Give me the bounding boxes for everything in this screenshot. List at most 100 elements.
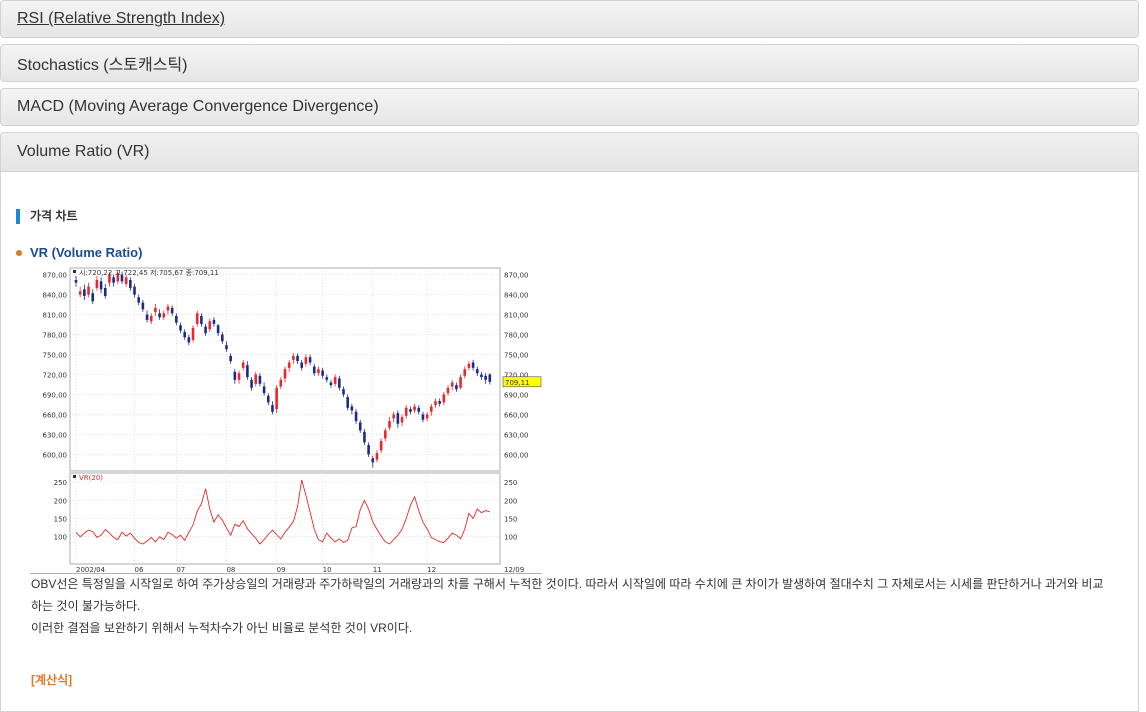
price-plot-frame [69, 267, 501, 472]
x-tick-label: 2002/04 [76, 566, 106, 574]
x-tick-label: 09 [277, 566, 286, 574]
candle-body [296, 355, 299, 362]
candle-body [488, 374, 492, 382]
price-y-tick-left: 690,00 [43, 391, 68, 399]
candle-body [254, 374, 258, 384]
candle-body [379, 441, 383, 451]
candle-body [384, 430, 387, 439]
price-y-tick-left: 870,00 [43, 272, 68, 280]
candle-body [112, 277, 115, 283]
candle-body [475, 369, 479, 374]
accordion-header-rsi[interactable]: RSI (Relative Strength Index) [0, 0, 1139, 38]
candle-body [229, 355, 232, 362]
candle-body [371, 458, 375, 463]
price-y-tick-right: 840,00 [504, 292, 529, 300]
candle-body [308, 357, 312, 363]
candle-body [179, 325, 182, 331]
chart-background [30, 266, 542, 574]
candle-body [258, 375, 262, 384]
candle-body [287, 362, 291, 368]
vr-y-tick-right: 100 [504, 534, 517, 542]
x-tick-label: 07 [176, 566, 185, 574]
candle-body [467, 363, 471, 368]
calc-label: [계산식] [31, 673, 73, 687]
candle-body [350, 406, 354, 411]
vr-price-chart: 870,00 870,00 840,00 840,00 810,00 810,00 780,… [30, 266, 542, 574]
candle-body [438, 401, 441, 404]
vr-y-tick-left: 250 [54, 479, 67, 487]
candle-body [396, 413, 400, 424]
candle-body [463, 369, 467, 376]
vr-y-tick-left: 200 [54, 497, 67, 505]
candle-body [434, 401, 437, 406]
candle-body [450, 382, 454, 387]
candle-body [120, 274, 124, 282]
description-line-2: 하는 것이 불가능하다. [31, 599, 141, 613]
candle-body [95, 279, 99, 288]
candle-body [283, 369, 287, 379]
price-y-tick-left: 780,00 [43, 332, 68, 340]
candle-body [404, 407, 408, 416]
candle-body [413, 406, 416, 411]
candle-body [204, 326, 207, 334]
candle-body [212, 319, 216, 324]
candle-body [275, 387, 278, 410]
candle-body [425, 414, 429, 419]
accordion-header-stochastics[interactable]: Stochastics (스토캐스틱) [0, 44, 1139, 82]
candle-body [183, 331, 186, 338]
section-title: 가격 차트 [16, 209, 78, 224]
accordion-label: Stochastics (스토캐스틱) [17, 57, 188, 74]
candle-body [145, 314, 149, 320]
candle-body [321, 370, 324, 376]
accordion-header-macd[interactable]: MACD (Moving Average Convergence Diverge… [0, 88, 1139, 126]
price-y-tick-right: 720,00 [504, 371, 529, 379]
accordion-header-vr[interactable]: Volume Ratio (VR) [0, 132, 1139, 172]
candle-body [250, 379, 253, 388]
price-y-tick-right: 750,00 [504, 352, 529, 360]
candle-body [471, 362, 475, 368]
candle-body [333, 377, 337, 384]
vr-y-tick-right: 250 [504, 479, 517, 487]
candle-body [103, 287, 107, 296]
candle-body [187, 337, 191, 343]
bullet-icon [16, 249, 22, 256]
candle-body [237, 373, 241, 380]
candle-body [266, 395, 270, 403]
candle-body [154, 307, 157, 312]
accordion-label: Volume Ratio (VR) [17, 143, 150, 160]
candle-body [363, 431, 366, 443]
price-y-tick-left: 660,00 [43, 411, 68, 419]
x-tick-label: 12 [427, 566, 436, 574]
candle-body [162, 313, 166, 318]
candle-body [158, 313, 161, 318]
candle-body [129, 279, 132, 288]
candle-body [459, 377, 462, 388]
candle-body [133, 286, 136, 295]
vr-y-tick-right: 200 [504, 497, 517, 505]
vr-legend: VR(20) [79, 474, 103, 482]
candle-body [241, 362, 245, 368]
candle-body [417, 407, 421, 412]
candle-body [116, 273, 120, 282]
candle-body [108, 274, 111, 283]
candle-body [484, 375, 487, 380]
candle-body [221, 334, 224, 342]
candle-body [225, 345, 228, 350]
candle-body [124, 277, 128, 284]
candle-body [279, 379, 283, 387]
candle-body [304, 357, 308, 364]
candle-body [367, 445, 370, 455]
candle-body [325, 377, 329, 380]
chart-subtitle-text: VR (Volume Ratio) [30, 245, 143, 260]
description-line-3: 이러한 결점을 보완하기 위해서 누적차수가 아닌 비율로 분석한 것이 VR이… [31, 621, 413, 635]
candle-body [195, 313, 199, 324]
x-tick-label: 11 [373, 566, 382, 574]
price-y-tick-right: 660,00 [504, 411, 529, 419]
accordion-label: RSI (Relative Strength Index) [17, 10, 226, 27]
vr-y-tick-right: 150 [504, 516, 517, 524]
candle-body [216, 325, 220, 334]
candle-body [271, 405, 274, 412]
candle-body [87, 286, 90, 295]
candle-body [455, 385, 458, 390]
price-y-tick-right: 780,00 [504, 332, 529, 340]
